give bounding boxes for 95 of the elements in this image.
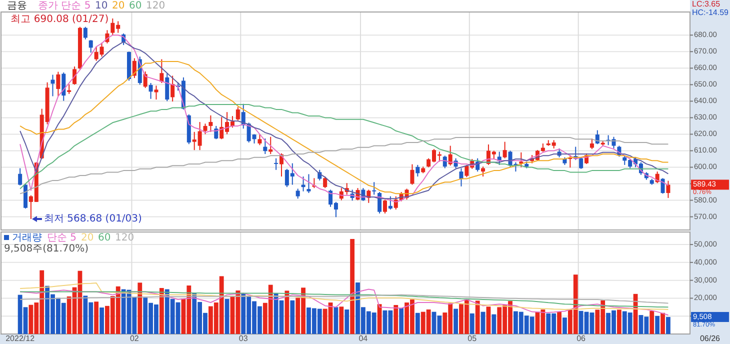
text: 10	[95, 0, 108, 12]
bar	[100, 308, 104, 334]
bar	[470, 313, 474, 334]
bar	[350, 238, 355, 334]
bar	[339, 306, 344, 334]
bar	[557, 312, 562, 334]
line-series	[20, 291, 669, 308]
bar	[290, 300, 295, 334]
candlestick	[154, 85, 158, 100]
candlestick	[24, 183, 28, 210]
candlestick	[519, 152, 524, 168]
x-tick-label: 2022/12	[6, 334, 36, 344]
text: 120	[115, 232, 134, 244]
bar	[94, 302, 99, 334]
bar	[660, 312, 665, 334]
text: 20	[112, 0, 125, 12]
candlestick	[170, 75, 175, 102]
text: LC:3.65	[692, 0, 721, 9]
candlestick	[388, 196, 392, 210]
text: 종가 단순 5	[38, 0, 91, 12]
candlestick	[165, 72, 170, 102]
bar	[562, 318, 567, 334]
bar	[475, 300, 480, 334]
candlestick	[590, 138, 594, 150]
candlestick	[56, 71, 60, 97]
text: 60	[129, 0, 142, 12]
x-tick-label: 04	[358, 334, 368, 344]
text: 단순 5	[47, 232, 77, 244]
bar	[486, 306, 491, 334]
candlestick	[203, 123, 208, 135]
line-series	[20, 282, 669, 310]
candlestick	[236, 106, 240, 121]
x-tick-label: 03	[238, 334, 248, 344]
candlestick	[258, 134, 262, 146]
candlestick	[148, 82, 153, 100]
chart-title: 금융	[7, 0, 27, 12]
bar	[344, 309, 350, 334]
candlestick	[88, 40, 93, 54]
bar	[224, 298, 230, 334]
bar	[454, 308, 458, 334]
candlestick	[214, 125, 218, 140]
line-series	[20, 104, 669, 190]
bar	[159, 288, 164, 334]
candlestick	[378, 192, 382, 214]
text: 06/26	[700, 334, 721, 344]
candlestick	[372, 182, 376, 196]
bar	[666, 316, 670, 334]
text: 9,508주(81.70%)	[4, 244, 89, 255]
candlestick	[459, 168, 464, 187]
text: HC:-14.59	[692, 8, 730, 18]
bar	[138, 282, 142, 334]
bar	[415, 312, 420, 334]
bar	[492, 314, 496, 334]
candlestick	[67, 84, 72, 94]
candlestick	[382, 199, 387, 214]
candlestick	[263, 138, 268, 155]
legend-label: 거래량	[12, 232, 42, 244]
candlestick	[208, 114, 213, 132]
candlestick	[410, 164, 414, 186]
bar	[480, 312, 486, 334]
candlestick	[416, 164, 420, 177]
bar	[284, 290, 290, 334]
candlestick	[660, 178, 665, 194]
text: 60	[98, 232, 111, 244]
candlestick	[442, 155, 447, 169]
candlestick	[502, 141, 507, 159]
bar	[655, 316, 660, 334]
bar	[399, 308, 404, 334]
annotation: 최저 568.68 (01/03)	[44, 214, 142, 225]
text: 20	[81, 232, 94, 244]
candlestick	[50, 74, 55, 97]
candlestick	[579, 156, 584, 170]
candlestick	[448, 145, 452, 166]
candlestick	[160, 58, 164, 84]
candlestick	[274, 158, 278, 170]
candlestick	[306, 174, 311, 194]
bar	[394, 305, 398, 334]
annotation: 최고 690.08 (01/27)	[10, 14, 109, 26]
candlestick	[323, 176, 328, 189]
candlestick	[83, 26, 88, 40]
candlestick	[18, 168, 22, 186]
x-tick-label: 02	[130, 334, 140, 344]
candlestick	[296, 188, 300, 200]
line-series	[20, 294, 669, 304]
candlestick	[62, 72, 66, 102]
bar	[334, 307, 338, 334]
candlestick	[301, 176, 306, 192]
x-tick-label: 06	[576, 334, 586, 344]
bar	[616, 310, 622, 334]
candlestick	[481, 166, 486, 177]
x-tick-label: 05	[468, 334, 478, 344]
candlestick	[666, 180, 670, 198]
candlestick	[72, 66, 77, 86]
text: 120	[146, 0, 166, 12]
bar	[650, 310, 654, 334]
